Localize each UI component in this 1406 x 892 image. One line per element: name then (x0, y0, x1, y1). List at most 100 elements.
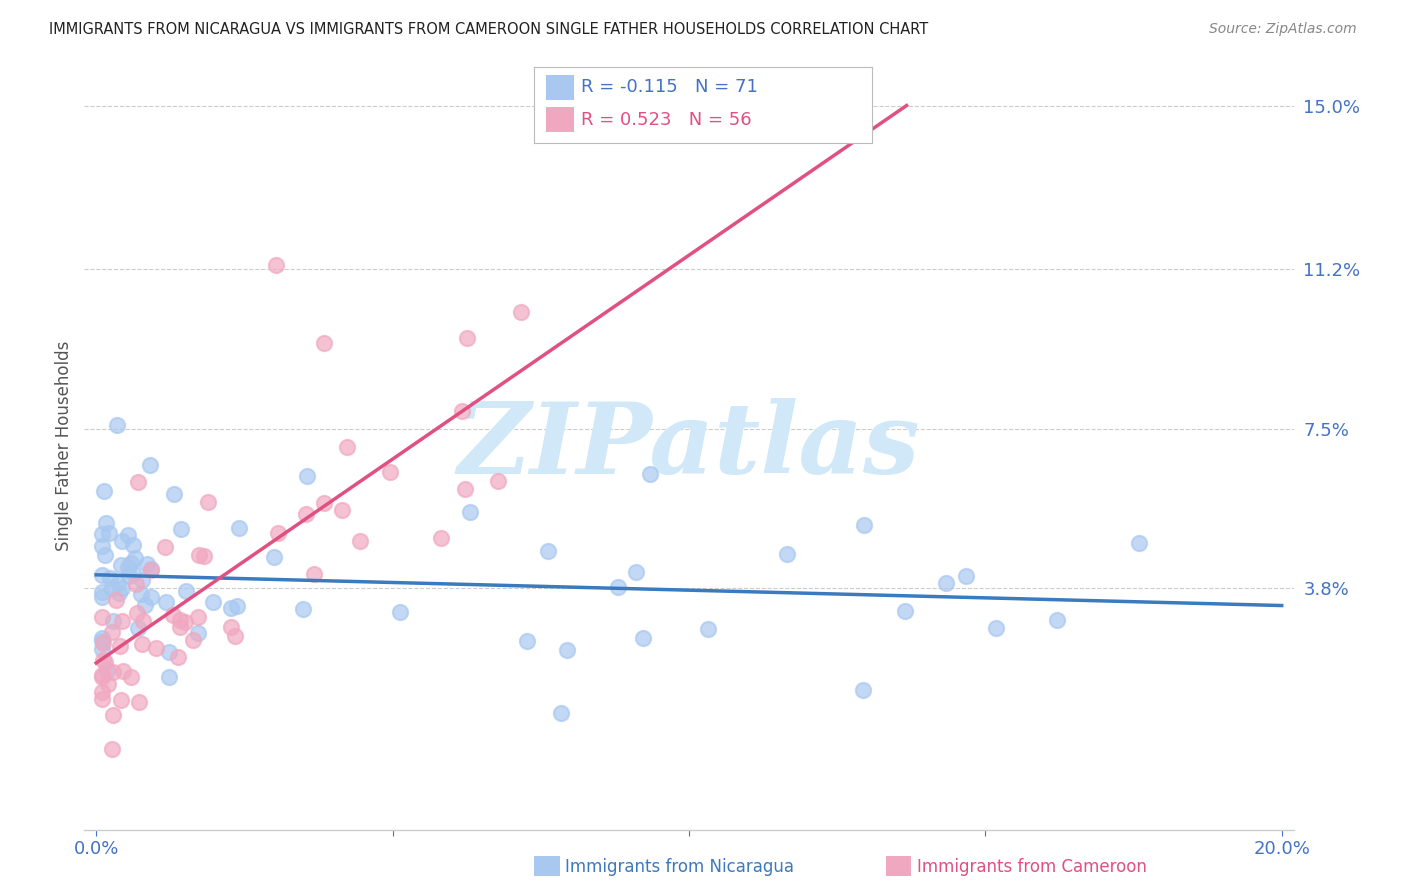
Point (893, 604, 915, 618)
Point (302, 567, 325, 582)
Point (157, 670, 180, 684)
Point (486, 474, 509, 488)
Point (111, 581, 134, 595)
Point (295, 508, 318, 522)
Point (510, 304, 533, 318)
Point (91, 585, 114, 599)
Point (167, 650, 190, 665)
Point (128, 695, 150, 709)
Point (101, 741, 124, 756)
Point (111, 664, 134, 678)
Point (127, 475, 149, 489)
Point (91, 685, 114, 699)
Point (332, 503, 354, 517)
Point (153, 540, 176, 554)
Point (145, 641, 167, 656)
Point (193, 549, 215, 564)
Point (157, 645, 180, 659)
Point (458, 505, 481, 519)
Point (935, 576, 957, 591)
Point (107, 575, 129, 590)
Point (633, 631, 655, 645)
Point (336, 440, 359, 454)
Point (91, 668, 114, 682)
Point (456, 331, 478, 345)
Point (91, 527, 114, 541)
Point (312, 496, 335, 510)
Point (91, 633, 114, 648)
Point (174, 584, 197, 599)
Point (187, 548, 209, 562)
Point (516, 634, 538, 648)
Point (117, 560, 139, 574)
Point (267, 526, 290, 541)
Point (125, 606, 148, 620)
Point (163, 487, 186, 501)
Point (219, 600, 242, 615)
Point (291, 601, 314, 615)
Point (141, 563, 163, 577)
Point (170, 522, 193, 536)
Point (697, 622, 720, 636)
Point (91, 642, 114, 657)
Point (124, 550, 146, 565)
Point (120, 556, 142, 570)
Point (131, 573, 153, 587)
Point (349, 534, 371, 549)
Point (122, 566, 145, 580)
Point (169, 619, 191, 633)
Point (852, 683, 875, 698)
Point (226, 599, 249, 613)
Point (91, 631, 114, 645)
Point (297, 469, 319, 483)
Point (131, 637, 153, 651)
Point (139, 562, 162, 576)
Point (135, 558, 157, 572)
Point (91, 539, 114, 553)
Point (97, 677, 120, 691)
Point (224, 629, 246, 643)
Point (91, 590, 114, 604)
Point (314, 335, 336, 350)
Point (264, 258, 287, 272)
Point (1128, 536, 1150, 550)
Point (101, 581, 124, 595)
Point (105, 418, 128, 433)
Point (852, 517, 875, 532)
Text: R = -0.115   N = 71: R = -0.115 N = 71 (581, 78, 758, 96)
Point (110, 693, 132, 707)
Point (91, 653, 114, 667)
Point (118, 569, 141, 583)
Point (93, 548, 115, 562)
Point (91, 567, 114, 582)
Point (141, 590, 163, 604)
Point (202, 594, 225, 608)
Point (120, 670, 142, 684)
Point (127, 621, 149, 635)
Point (111, 614, 134, 628)
Text: ZIPatlas: ZIPatlas (458, 398, 920, 494)
Point (101, 614, 124, 628)
Point (640, 467, 662, 481)
Point (129, 587, 152, 601)
Point (98, 526, 121, 541)
Point (607, 580, 630, 594)
Point (91, 670, 114, 684)
Point (221, 620, 243, 634)
Point (117, 527, 139, 541)
Text: Immigrants from Cameroon: Immigrants from Cameroon (917, 858, 1146, 876)
Point (122, 537, 145, 551)
Point (162, 608, 184, 623)
Point (94, 655, 117, 669)
Point (101, 624, 124, 639)
Point (197, 494, 219, 508)
Point (132, 614, 155, 628)
Point (263, 550, 285, 565)
Point (173, 615, 195, 629)
Point (187, 625, 209, 640)
Point (93, 636, 115, 650)
Point (96, 663, 118, 677)
Text: Source: ZipAtlas.com: Source: ZipAtlas.com (1209, 22, 1357, 37)
Point (430, 531, 453, 545)
Point (108, 586, 131, 600)
